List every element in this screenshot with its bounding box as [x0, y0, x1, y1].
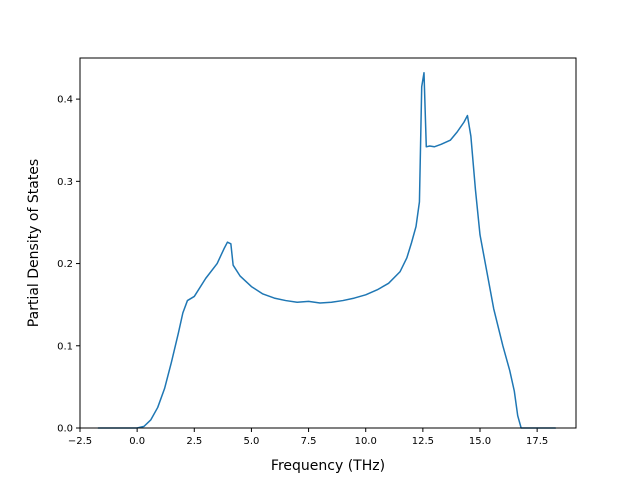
- plot-background: [80, 58, 576, 428]
- y-tick-label: 0.2: [57, 259, 73, 270]
- y-axis-label: Partial Density of States: [26, 159, 42, 327]
- x-tick-label: 15.0: [469, 436, 491, 447]
- y-tick-label: 0.4: [57, 95, 73, 106]
- y-tick-label: 0.0: [57, 424, 73, 435]
- x-axis-label: Frequency (THz): [271, 458, 385, 474]
- x-tick-label: 0.0: [129, 436, 145, 447]
- y-tick-label: 0.3: [57, 177, 73, 188]
- plot-frame: [79, 57, 577, 429]
- x-tick-label: 7.5: [301, 436, 317, 447]
- y-axis-ticks: 0.0 0.1 0.2 0.3 0.4: [57, 95, 80, 435]
- x-axis-ticks: −2.5 0.0 2.5 5.0 7.5 10.0 12.5 15.0 17.5: [68, 428, 548, 447]
- x-tick-label: 10.0: [355, 436, 377, 447]
- x-tick-label: 5.0: [243, 436, 259, 447]
- y-tick-label: 0.1: [57, 341, 73, 352]
- x-tick-label: 17.5: [526, 436, 548, 447]
- series-line: [97, 72, 557, 429]
- x-tick-label: 12.5: [412, 436, 434, 447]
- series-layer: [97, 72, 557, 429]
- x-tick-label: 2.5: [186, 436, 202, 447]
- x-tick-label: −2.5: [68, 436, 92, 447]
